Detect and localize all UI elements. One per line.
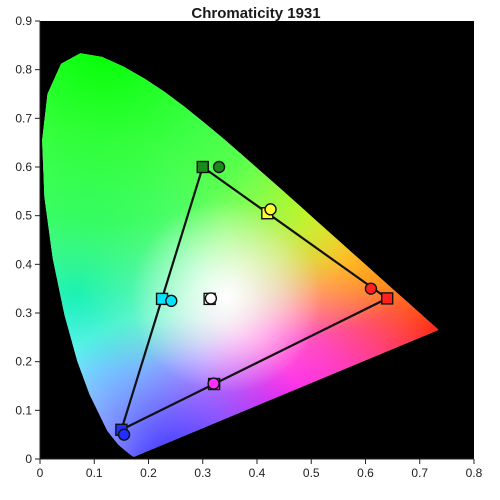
watermark-text: 头条号 / 影音古狗 — [378, 478, 488, 494]
circle-marker — [165, 294, 178, 308]
circle-marker — [212, 160, 226, 174]
x-tick-label: 0.2 — [140, 466, 157, 480]
circle-marker — [207, 377, 220, 390]
x-tick-label: 0 — [37, 466, 44, 480]
circle-marker — [117, 428, 131, 441]
y-tick-label: 0.1 — [15, 403, 32, 417]
y-tick-label: 0.6 — [15, 160, 32, 174]
y-tick-label: 0.5 — [15, 209, 32, 223]
x-tick-label: 0.1 — [86, 466, 103, 480]
x-axis-ticks: 0 0.1 0.2 0.3 0.4 0.5 0.6 0.7 0.8 — [37, 459, 483, 480]
x-tick-label: 0.6 — [357, 466, 374, 480]
x-tick-label: 0.4 — [249, 466, 266, 480]
circle-marker — [364, 282, 378, 295]
square-marker — [196, 160, 209, 174]
y-tick-label: 0.4 — [15, 257, 32, 271]
chart-title: Chromaticity 1931 — [191, 5, 320, 22]
x-tick-label: 0.7 — [411, 466, 428, 480]
y-tick-label: 0 — [25, 452, 32, 466]
y-tick-label: 0.3 — [15, 306, 32, 320]
y-tick-label: 0.9 — [15, 14, 32, 28]
y-tick-label: 0.2 — [15, 355, 32, 369]
x-tick-label: 0.3 — [194, 466, 211, 480]
x-tick-label: 0.8 — [466, 466, 483, 480]
square-marker — [381, 292, 394, 305]
y-tick-label: 0.7 — [15, 111, 32, 125]
x-tick-label: 0.5 — [303, 466, 320, 480]
y-axis-ticks: 0 0.1 0.2 0.3 0.4 0.5 0.6 0.7 0.8 0.9 — [15, 14, 40, 466]
y-tick-label: 0.8 — [15, 63, 32, 77]
circle-marker — [264, 203, 277, 216]
chart-markers — [115, 160, 394, 441]
circle-marker — [204, 292, 218, 305]
